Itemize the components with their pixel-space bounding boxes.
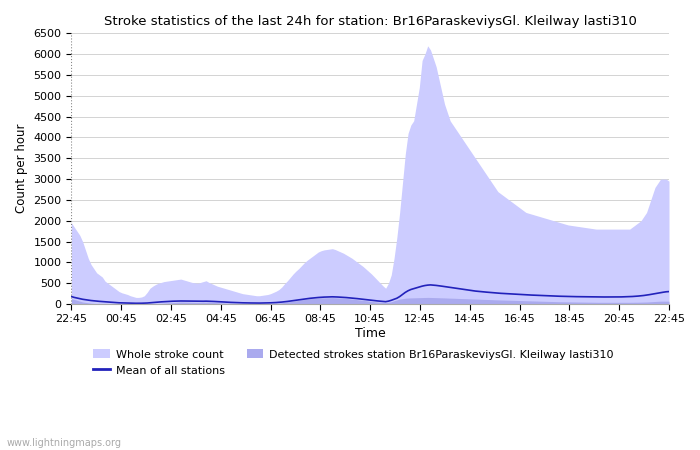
X-axis label: Time: Time [355, 327, 386, 340]
Title: Stroke statistics of the last 24h for station: Br16ParaskeviysGl. Kleilway lasti: Stroke statistics of the last 24h for st… [104, 15, 636, 28]
Y-axis label: Count per hour: Count per hour [15, 124, 28, 213]
Text: www.lightningmaps.org: www.lightningmaps.org [7, 438, 122, 448]
Legend: Whole stroke count, Mean of all stations, Detected strokes station Br16Paraskevi: Whole stroke count, Mean of all stations… [89, 345, 618, 380]
